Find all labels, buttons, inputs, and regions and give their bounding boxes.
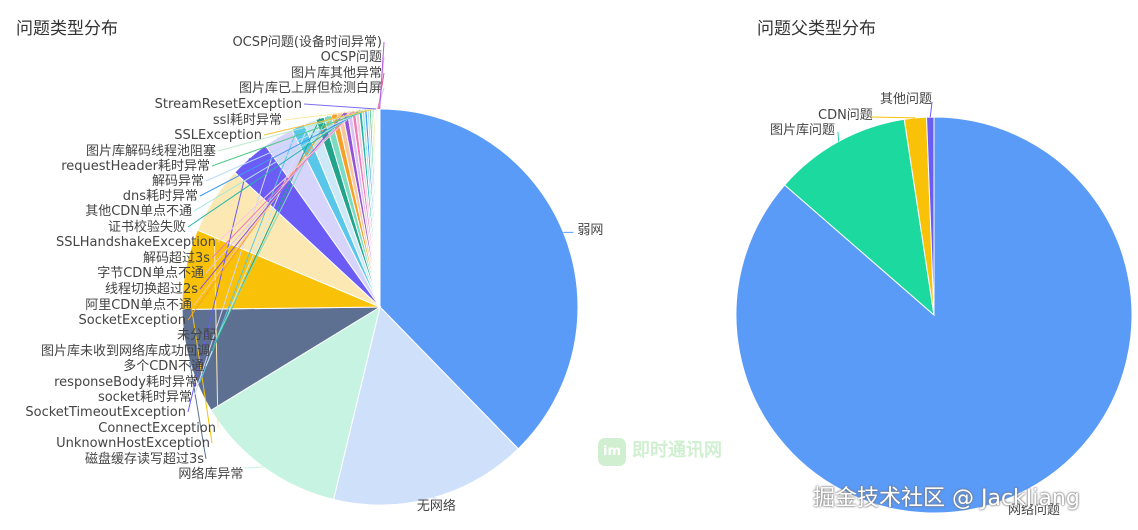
logo-watermark-text: 即时通讯网 (632, 440, 722, 461)
left-pie-slice-30 (378, 108, 381, 308)
left-label-29: OCSP问题 (321, 50, 382, 65)
left-label-18: 证书校验失败 (108, 219, 186, 235)
left-label-26: StreamResetException (155, 97, 302, 112)
left-leader-26 (303, 103, 377, 110)
logo-watermark: im 即时通讯网 (598, 436, 738, 470)
right-label-1: 图片库问题 (770, 122, 835, 138)
left-leader-4 (185, 268, 213, 444)
left-label-12: SocketException (79, 313, 187, 328)
right-chart-title: 问题父类型分布 (757, 19, 876, 39)
right-leader-3 (929, 101, 933, 118)
left-label-5: ConnectException (98, 421, 216, 436)
left-label-6: SocketTimeoutException (25, 405, 186, 420)
credit-watermark: 掘金技术社区 @ JackJiang (813, 486, 1080, 511)
right-pie-slice-1 (783, 118, 935, 317)
left-leader-2 (243, 466, 264, 469)
left-leader-8 (199, 126, 299, 383)
right-pie-slice-3 (926, 116, 935, 316)
left-label-8: responseBody耗时异常 (54, 375, 198, 390)
left-leader-5 (213, 199, 219, 429)
right-label-3: 其他问题 (880, 92, 932, 107)
left-leader-25 (283, 108, 376, 121)
left-label-11: 未分配 (177, 328, 216, 343)
left-leader-20 (199, 109, 367, 197)
left-label-17: SSLHandshakeException (56, 235, 216, 250)
left-label-21: 解码异常 (152, 174, 204, 189)
left-leader-24 (263, 108, 374, 136)
left-label-0: 弱网 (577, 223, 603, 238)
left-label-15: 字节CDN单点不通 (97, 266, 204, 281)
left-pie-slice-3 (181, 306, 382, 411)
left-label-20: dns耗时异常 (123, 189, 198, 204)
left-leader-19 (193, 109, 364, 212)
left-label-30: OCSP问题(设备时间异常) (232, 34, 382, 50)
right-leader-1 (837, 131, 840, 142)
left-label-28: 图片库其他异常 (291, 65, 382, 81)
left-label-23: 图片库解码线程池阻塞 (86, 143, 216, 159)
left-label-3: 磁盘缓存读写超过3s (85, 451, 204, 467)
left-label-22: requestHeader耗时异常 (61, 159, 210, 174)
left-label-13: 阿里CDN单点不通 (85, 298, 192, 313)
left-label-27: 图片库已上屏但检测白屏 (239, 80, 382, 96)
left-label-2: 网络库异常 (178, 466, 243, 482)
left-label-14: 线程切换超过2s (105, 282, 198, 297)
right-label-2: CDN问题 (818, 108, 873, 123)
left-leader-17 (217, 109, 358, 243)
logo-watermark-badge: im (598, 438, 626, 466)
left-leader-14 (199, 111, 346, 290)
left-chart-title: 问题类型分布 (16, 19, 118, 39)
left-leader-3 (189, 361, 207, 460)
left-leader-22 (211, 108, 371, 167)
left-pie-slice-1 (332, 306, 519, 506)
left-label-9: 多个CDN不通 (123, 358, 204, 374)
left-leader-21 (205, 108, 369, 182)
left-leader-16 (211, 110, 354, 259)
left-label-4: UnknownHostException (56, 436, 210, 451)
left-leader-30 (379, 41, 385, 110)
left-leader-13 (193, 112, 341, 306)
left-label-16: 解码超过3s (143, 251, 210, 266)
left-label-7: socket耗时异常 (98, 390, 192, 405)
right-label-0: 网络问题 (1008, 502, 1060, 518)
left-label-1: 无网络 (417, 498, 456, 514)
left-leader-18 (187, 109, 361, 228)
left-leader-7 (193, 136, 279, 398)
left-leader-23 (217, 108, 373, 152)
left-leader-10 (211, 118, 321, 352)
right-leader-2 (871, 116, 916, 119)
left-label-19: 其他CDN单点不通 (85, 204, 192, 219)
left-leader-6 (187, 158, 250, 413)
left-label-25: ssl耗时异常 (213, 113, 282, 128)
left-label-24: SSLException (174, 128, 262, 143)
left-label-10: 图片库未收到网络库成功回调 (41, 343, 210, 359)
left-leader-15 (205, 111, 350, 274)
